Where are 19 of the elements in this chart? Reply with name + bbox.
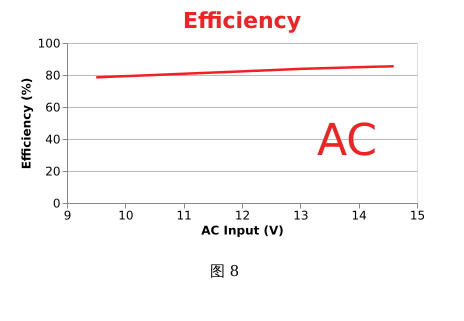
line-series <box>94 64 395 79</box>
y-tick-label: 40 <box>45 132 60 146</box>
caption: 图 8 <box>210 262 240 280</box>
y-tick-label: 20 <box>45 164 60 178</box>
x-tick-label: 11 <box>176 208 192 222</box>
y-tick-label: 60 <box>45 100 60 114</box>
x-tick-label: 9 <box>64 208 72 222</box>
x-axis-title: AC Input (V) <box>201 224 284 238</box>
x-tick-label: 14 <box>352 208 367 222</box>
y-tick-label: 100 <box>38 36 60 50</box>
y-tick-label: 80 <box>45 68 60 82</box>
x-tick-label: 13 <box>293 208 308 222</box>
y-tick-label: 0 <box>52 196 60 210</box>
x-tick-label: 15 <box>410 208 426 222</box>
y-axis-title: Efficiency (%) <box>20 78 34 170</box>
annotation: AC <box>316 115 378 166</box>
x-tick-label: 12 <box>234 208 250 222</box>
x-tick-label: 10 <box>118 208 134 222</box>
chart-title: Efficiency <box>182 9 302 34</box>
